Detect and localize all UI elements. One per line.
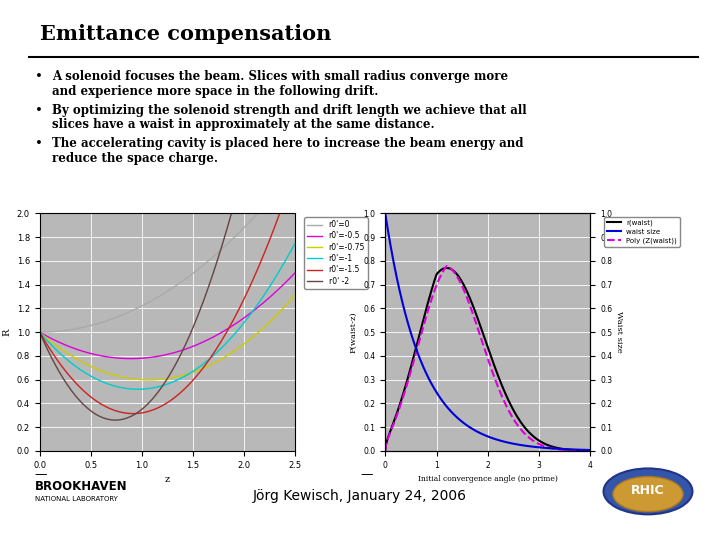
X-axis label: z: z: [165, 475, 170, 484]
Poly (Z(waist)): [492, 380, 501, 387]
Legend: r0'=0, r0'=-0.5, r0'=-0.75, r0'=-1, r0'=-1.5, r0' -2: r0'=0, r0'=-0.5, r0'=-0.75, r0'=-1, r0'=…: [304, 217, 368, 289]
Text: •: •: [35, 137, 42, 150]
waist size: [503, 439, 512, 446]
r(waist): [479, 330, 487, 337]
waist size: [492, 436, 500, 443]
Text: slices have a waist in approximately at the same distance.: slices have a waist in approximately at …: [52, 118, 434, 131]
Poly (Z(waist)): [479, 341, 487, 348]
waist size: [549, 446, 558, 452]
r(waist): [480, 334, 489, 341]
Text: Emittance compensation: Emittance compensation: [40, 24, 331, 44]
r(waist): [381, 447, 390, 454]
Text: •: •: [35, 70, 42, 83]
Text: The accelerating cavity is placed here to increase the beam energy and: The accelerating cavity is placed here t…: [52, 137, 523, 150]
X-axis label: Initial convergence angle (no prime): Initial convergence angle (no prime): [418, 475, 558, 483]
Text: A solenoid focuses the beam. Slices with small radius converge more: A solenoid focuses the beam. Slices with…: [52, 70, 508, 83]
Text: •: •: [35, 104, 42, 117]
Poly (Z(waist)): [586, 448, 595, 454]
Poly (Z(waist)): [503, 406, 512, 412]
r(waist): [582, 448, 590, 454]
Poly (Z(waist)): [582, 448, 590, 454]
Text: BROOKHAVEN: BROOKHAVEN: [35, 480, 127, 494]
Ellipse shape: [603, 468, 693, 514]
waist size: [478, 431, 487, 437]
Poly (Z(waist)): [480, 345, 489, 352]
waist size: [586, 447, 595, 453]
Text: —: —: [35, 468, 47, 481]
Text: reduce the space charge.: reduce the space charge.: [52, 152, 218, 165]
waist size: [480, 431, 488, 438]
Line: r(waist): r(waist): [385, 268, 590, 451]
waist size: [581, 447, 590, 453]
r(waist): [443, 265, 451, 271]
Text: and experience more space in the following drift.: and experience more space in the followi…: [52, 85, 378, 98]
Y-axis label: P(waist-z): P(waist-z): [350, 311, 358, 353]
Line: waist size: waist size: [385, 213, 590, 450]
Poly (Z(waist)): [381, 447, 390, 454]
Y-axis label: Waist size: Waist size: [616, 311, 624, 353]
Line: Poly (Z(waist)): Poly (Z(waist)): [385, 266, 590, 451]
r(waist): [492, 369, 501, 375]
Y-axis label: R: R: [2, 328, 11, 336]
Text: RHIC: RHIC: [631, 484, 665, 497]
waist size: [381, 210, 390, 217]
Text: By optimizing the solenoid strength and drift length we achieve that all: By optimizing the solenoid strength and …: [52, 104, 526, 117]
Text: NATIONAL LABORATORY: NATIONAL LABORATORY: [35, 496, 117, 502]
Poly (Z(waist)): [443, 263, 451, 269]
Text: —: —: [360, 468, 372, 481]
Ellipse shape: [613, 476, 683, 512]
r(waist): [586, 448, 595, 454]
Text: Jörg Kewisch, January 24, 2006: Jörg Kewisch, January 24, 2006: [253, 489, 467, 503]
r(waist): [503, 396, 512, 402]
Poly (Z(waist)): [549, 446, 558, 452]
r(waist): [549, 444, 558, 450]
Legend: r(waist), waist size, Poly (Z(waist)): r(waist), waist size, Poly (Z(waist)): [604, 217, 680, 247]
